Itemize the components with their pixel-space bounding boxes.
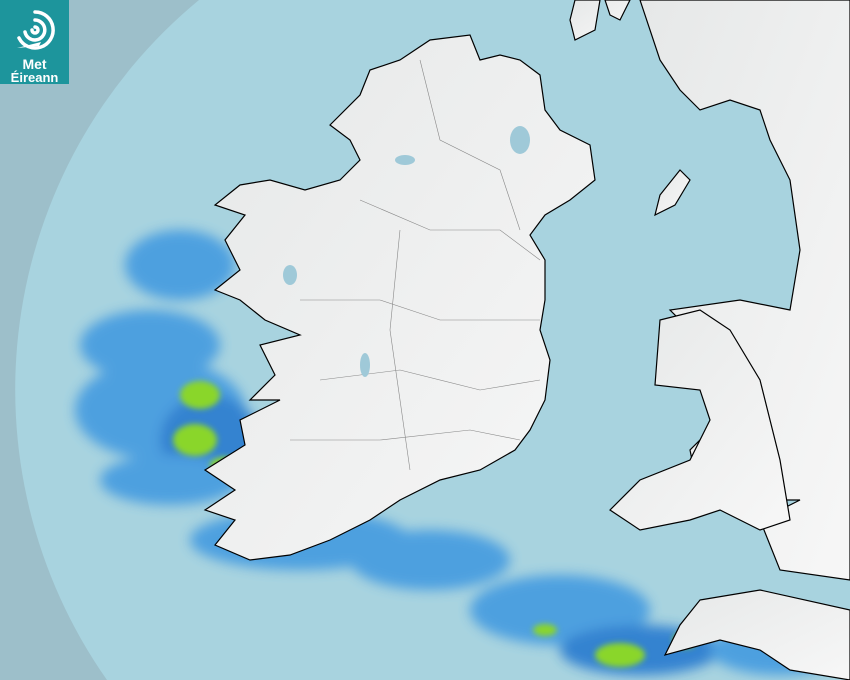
county-borders [290, 59, 541, 471]
logo-text-met: Met [22, 56, 47, 72]
ireland-land [203, 34, 596, 561]
cornwall-land [663, 589, 850, 680]
lakes [283, 126, 530, 377]
scottish-islands-land [569, 0, 631, 41]
isle-of-man-land [654, 169, 691, 217]
wales-land [609, 309, 791, 531]
swirl-logo-icon [16, 10, 55, 50]
logo-text-eireann: Éireann [10, 70, 59, 85]
met-eireann-logo: Met Éireann [0, 0, 69, 84]
